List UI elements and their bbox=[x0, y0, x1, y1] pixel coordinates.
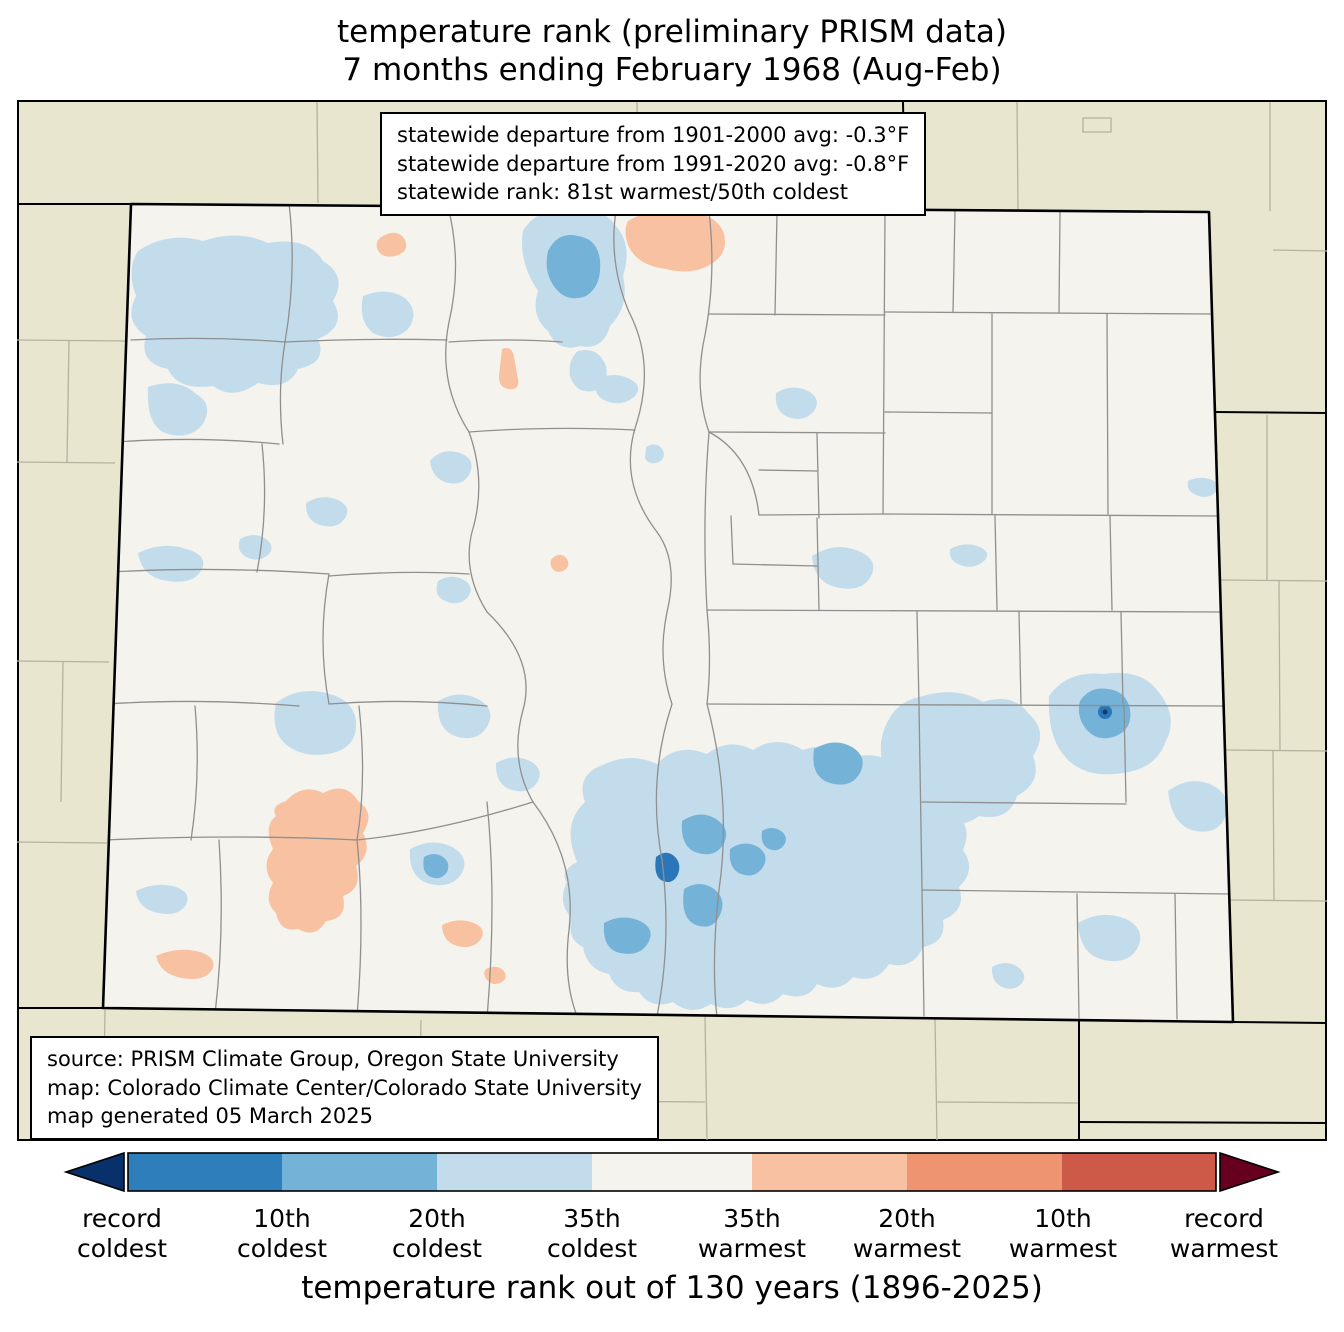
county-lines bbox=[104, 204, 1230, 1020]
legend-label-20th-coldest: 20th coldest bbox=[391, 1204, 483, 1263]
title-line-2: 7 months ending February 1968 (Aug-Feb) bbox=[342, 51, 1002, 88]
stats-box: statewide departure from 1901-2000 avg: … bbox=[380, 112, 927, 216]
colorbar-seg-1 bbox=[128, 1153, 282, 1191]
generated-date-line: map generated 05 March 2025 bbox=[47, 1104, 374, 1129]
source-line: source: PRISM Climate Group, Oregon Stat… bbox=[47, 1047, 619, 1071]
legend-label-record-warmest: record warmest bbox=[1169, 1204, 1279, 1263]
figure-title: temperature rank (preliminary PRISM data… bbox=[0, 14, 1344, 90]
colorbar-record-warmest-arrow bbox=[1219, 1151, 1281, 1193]
legend-label-20th-warmest: 20th warmest bbox=[852, 1204, 962, 1263]
title-line-1: temperature rank (preliminary PRISM data… bbox=[336, 14, 1007, 50]
source-box: source: PRISM Climate Group, Oregon Stat… bbox=[30, 1036, 659, 1140]
colorbar-seg-3 bbox=[437, 1153, 592, 1191]
stats-departure-1901-2000: statewide departure from 1901-2000 avg: … bbox=[397, 123, 910, 147]
coldest-10th-spots bbox=[655, 705, 1112, 883]
colorbar-seg-6 bbox=[907, 1153, 1062, 1191]
legend-label-35th-warmest: 35th warmest bbox=[697, 1204, 807, 1263]
legend-label-35th-coldest: 35th coldest bbox=[546, 1204, 638, 1263]
colorbar-seg-2 bbox=[282, 1153, 437, 1191]
stats-departure-1991-2020: statewide departure from 1991-2020 avg: … bbox=[397, 151, 910, 176]
legend-label-10th-coldest: 10th coldest bbox=[236, 1204, 328, 1263]
colorbar-caption: temperature rank out of 130 years (1896-… bbox=[301, 1270, 1043, 1306]
rank-colorbar bbox=[63, 1151, 1281, 1193]
colorado-rank-map bbox=[17, 100, 1327, 1141]
colorbar-record-coldest-arrow bbox=[63, 1151, 125, 1193]
colorbar-seg-5 bbox=[752, 1153, 907, 1191]
anomaly-shading bbox=[131, 209, 1228, 1011]
record-coldest-dot bbox=[1102, 709, 1108, 715]
map-credit-line: map: Colorado Climate Center/Colorado St… bbox=[47, 1075, 642, 1100]
coldest-35th-patches bbox=[131, 209, 1228, 1011]
colorbar-outline bbox=[127, 1152, 1217, 1192]
stats-rank: statewide rank: 81st warmest/50th coldes… bbox=[397, 180, 848, 205]
legend-label-10th-warmest: 10th warmest bbox=[1008, 1204, 1118, 1263]
colorbar-seg-7 bbox=[1062, 1153, 1216, 1191]
warmest-35th-patches bbox=[156, 210, 726, 985]
colorbar-seg-4 bbox=[592, 1153, 752, 1191]
legend-label-record-coldest: record coldest bbox=[76, 1204, 168, 1263]
